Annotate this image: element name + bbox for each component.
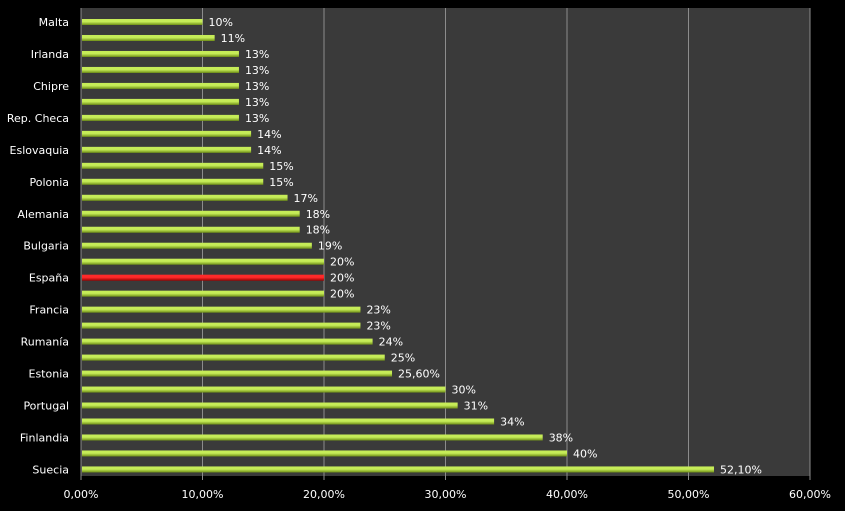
category-labels: Malta Irlanda Chipre Rep. Checa Eslovaquia Po… xyxy=(7,16,69,476)
bar xyxy=(82,178,264,185)
category-label: Finlandia xyxy=(20,431,69,444)
data-label: 38% xyxy=(549,431,573,444)
category-label: Bulgaria xyxy=(23,240,69,253)
data-label: 40% xyxy=(573,447,597,460)
category-label: Portugal xyxy=(23,400,69,413)
bar xyxy=(82,450,567,457)
data-label: 24% xyxy=(379,336,403,349)
data-label: 31% xyxy=(464,400,488,413)
category-label: Irlanda xyxy=(31,48,69,61)
bar xyxy=(82,34,215,41)
category-label: Rumanía xyxy=(21,336,69,349)
data-label: 11% xyxy=(221,32,245,45)
bar xyxy=(82,66,239,73)
x-tick-label: 20,00% xyxy=(303,488,345,501)
bar xyxy=(82,306,361,313)
bar xyxy=(82,290,324,297)
data-label: 13% xyxy=(245,96,269,109)
bars xyxy=(82,19,715,473)
category-label: Alemania xyxy=(17,208,69,221)
bar xyxy=(82,130,252,137)
bar xyxy=(82,322,361,329)
bar xyxy=(82,226,300,233)
data-label: 13% xyxy=(245,64,269,77)
data-label: 25% xyxy=(391,352,415,365)
data-label: 13% xyxy=(245,80,269,93)
bar xyxy=(82,466,715,473)
data-label: 20% xyxy=(330,256,354,269)
bar xyxy=(82,82,239,89)
bar xyxy=(82,258,324,265)
data-label: 13% xyxy=(245,112,269,125)
data-label: 23% xyxy=(366,304,390,317)
data-labels: 10%11%13%13%13%13%13%14%14%15%15%17%18%1… xyxy=(209,16,762,476)
bar xyxy=(82,386,446,393)
data-label: 14% xyxy=(257,144,281,157)
bar xyxy=(82,194,288,201)
data-label: 19% xyxy=(318,240,342,253)
data-label: 18% xyxy=(306,224,330,237)
x-tick-label: 0,00% xyxy=(64,488,99,501)
x-tick-label: 50,00% xyxy=(668,488,710,501)
data-label: 10% xyxy=(209,16,233,29)
bar xyxy=(82,162,264,169)
data-label: 18% xyxy=(306,208,330,221)
bar xyxy=(82,402,458,409)
category-label: Suecia xyxy=(32,463,69,476)
x-tick-label: 30,00% xyxy=(425,488,467,501)
bar xyxy=(82,434,543,441)
x-tick-label: 60,00% xyxy=(789,488,831,501)
data-label: 14% xyxy=(257,128,281,141)
data-label: 25,60% xyxy=(398,368,440,381)
bar xyxy=(82,50,239,57)
data-label: 13% xyxy=(245,48,269,61)
bar xyxy=(82,114,239,121)
bar xyxy=(82,354,385,361)
category-label: España xyxy=(29,272,69,285)
gridlines xyxy=(80,8,811,480)
x-tick-label: 40,00% xyxy=(546,488,588,501)
data-label: 34% xyxy=(500,416,524,429)
x-axis-ticks: 0,00% 10,00% 20,00% 30,00% 40,00% 50,00% 60,00… xyxy=(64,488,831,501)
bar xyxy=(82,210,300,217)
bar xyxy=(82,370,393,377)
data-label: 20% xyxy=(330,288,354,301)
category-label: Francia xyxy=(29,304,69,317)
data-label: 15% xyxy=(269,160,293,173)
data-label: 20% xyxy=(330,272,354,285)
bar xyxy=(82,146,252,153)
category-label: Rep. Checa xyxy=(7,112,69,125)
data-label: 15% xyxy=(269,176,293,189)
category-label: Chipre xyxy=(33,80,69,93)
bar xyxy=(82,242,312,249)
bar xyxy=(82,338,373,345)
bar-highlight xyxy=(82,274,324,281)
data-label: 23% xyxy=(366,320,390,333)
bar xyxy=(82,418,495,425)
category-label: Polonia xyxy=(29,176,69,189)
data-label: 52,10% xyxy=(720,463,762,476)
data-label: 30% xyxy=(452,384,476,397)
bar xyxy=(82,19,203,25)
x-tick-label: 10,00% xyxy=(182,488,224,501)
category-label: Malta xyxy=(39,16,69,29)
data-label: 17% xyxy=(294,192,318,205)
bar xyxy=(82,98,239,105)
category-label: Estonia xyxy=(29,368,70,381)
category-label: Eslovaquia xyxy=(10,144,69,157)
